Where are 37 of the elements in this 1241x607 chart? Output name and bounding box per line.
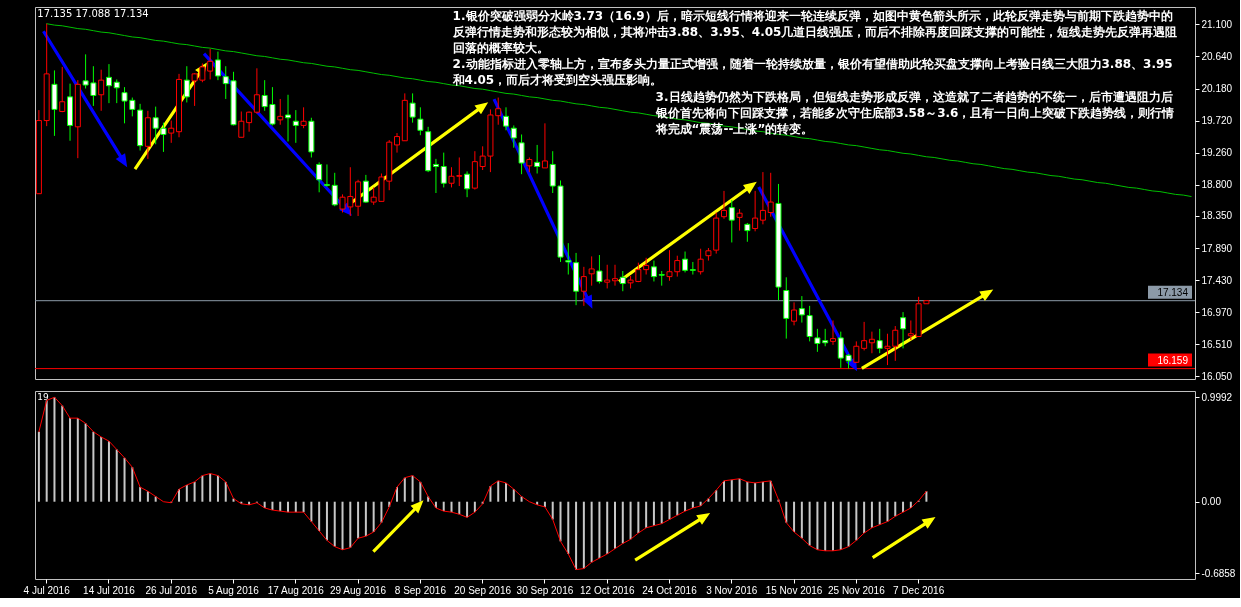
x-tick-label: 14 Jul 2016: [83, 584, 136, 596]
x-tick-label: 7 Dec 2016: [893, 584, 945, 596]
x-tick-label: 8 Sep 2016: [394, 584, 447, 596]
y-tick-label: -0.6858: [1201, 567, 1236, 579]
y-tick-label: 16.970: [1201, 306, 1233, 318]
x-tick-label: 24 Oct 2016: [642, 584, 698, 596]
x-tick-label: 29 Aug 2016: [330, 584, 387, 596]
y-tick-label: 21.100: [1201, 18, 1233, 30]
y-tick-label: 0.00: [1201, 496, 1222, 508]
x-tick-label: 25 Nov 2016: [827, 584, 886, 596]
x-tick-label: 5 Aug 2016: [208, 584, 260, 596]
y-tick-label: 20.180: [1201, 83, 1233, 95]
annotation: 19: [37, 391, 50, 402]
annotation: 1.银价突破强弱分水岭3.73（16.9）后，暗示短线行情将迎来一轮连续反弹，如图中黄色箭头所示，此轮反弹走势与前期下跌趋势中的反弹行情走势和形态较为相似，其将冲击3.88、3.95、4.05几道日线强压，而后不排除再度回踩支撑的可能性，短线走势先反弹再遇阻回落的概率较大。: [451, 8, 1178, 55]
ref-line-label: 16.159: [1157, 354, 1189, 366]
x-tick-label: 17 Aug 2016: [267, 584, 325, 596]
annotation: 3.日线趋势仍然为下跌格局，但短线走势形成反弹，这造就了二者趋势的不统一，后市遭遇阻力后银价首先将向下回踩支撑，若能多次守住底部3.58～3.6，且有一日向上突破下跌趋势线，则行情将完成“震荡--上涨”的转变。: [654, 89, 1175, 136]
y-tick-label: 20.640: [1201, 50, 1233, 62]
x-tick-label: 30 Sep 2016: [516, 584, 574, 596]
y-tick-label: 19.720: [1201, 115, 1233, 127]
ref-line-label: 17.134: [1157, 286, 1189, 298]
y-tick-label: 0.9992: [1201, 391, 1233, 403]
x-tick-label: 3 Nov 2016: [706, 584, 758, 596]
y-tick-label: 16.510: [1201, 338, 1233, 350]
x-tick-label: 26 Jul 2016: [145, 584, 198, 596]
annotation: 2.动能指标进入零轴上方，宣布多头力量正式增强，随着一轮持续放量，银价有望借助此轮买盘支撑向上考验日线三大阻力3.88、3.95和4.05，而后才将受到空头强压影响。: [451, 57, 1173, 88]
y-tick-label: 17.430: [1201, 274, 1233, 286]
x-tick-label: 20 Sep 2016: [454, 584, 512, 596]
y-tick-label: 19.260: [1201, 147, 1233, 159]
x-tick-label: 15 Nov 2016: [765, 584, 823, 596]
x-tick-label: 4 Jul 2016: [23, 584, 71, 596]
y-tick-label: 18.350: [1201, 210, 1233, 222]
y-tick-label: 18.800: [1201, 179, 1233, 191]
annotation: 17.135 17.088 17.134: [37, 8, 149, 20]
y-tick-label: 17.890: [1201, 242, 1233, 254]
x-tick-label: 12 Oct 2016: [579, 584, 635, 596]
y-tick-label: 16.050: [1201, 370, 1233, 382]
